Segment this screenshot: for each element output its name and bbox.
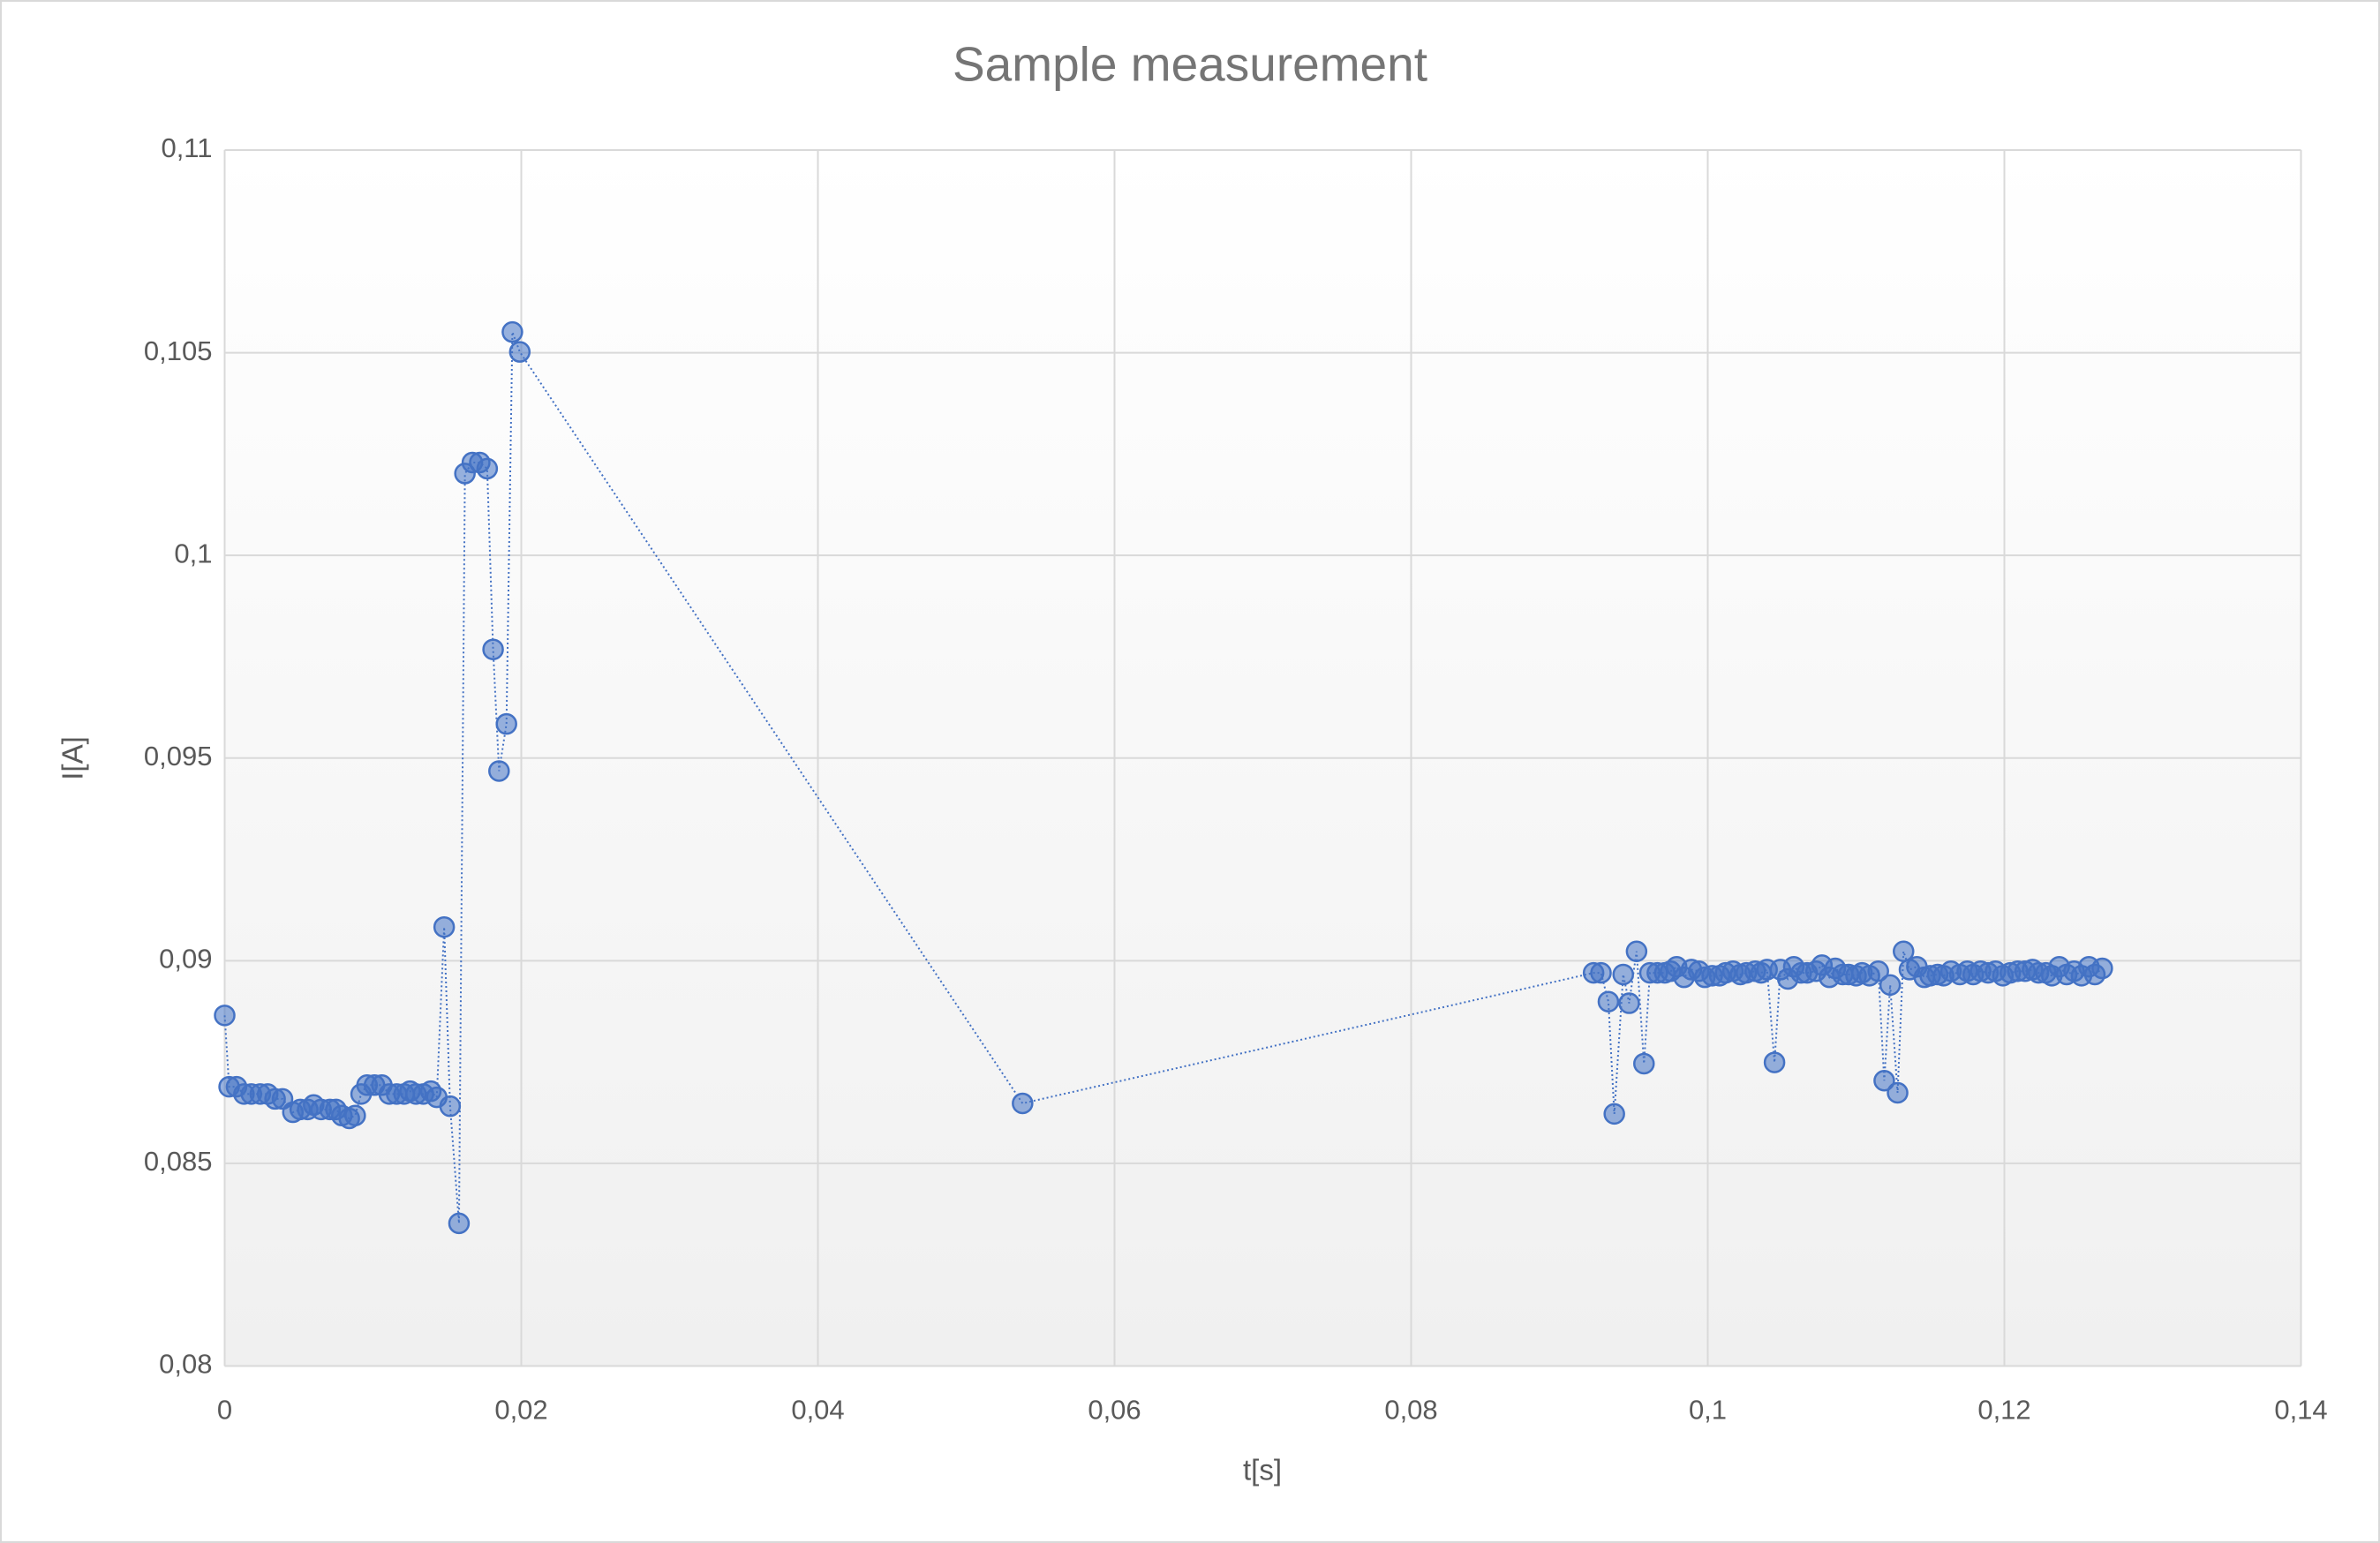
data-point: [1873, 1069, 1895, 1092]
data-point: [1597, 990, 1620, 1012]
x-tick-label: 0: [217, 1395, 232, 1426]
x-tick-label: 0,04: [791, 1395, 844, 1426]
data-point: [1590, 961, 1612, 984]
data-point: [448, 1212, 471, 1235]
y-axis-title: I[A]: [56, 736, 89, 780]
data-point: [1893, 940, 1915, 963]
y-tick-label: 0,085: [144, 1146, 213, 1177]
data-point: [495, 712, 517, 735]
y-tick-label: 0,11: [161, 132, 212, 163]
data-point: [1867, 960, 1889, 982]
x-axis-title: t[s]: [1243, 1454, 1282, 1487]
x-tick-label: 0,02: [494, 1395, 547, 1426]
data-point: [501, 320, 523, 343]
y-tick-label: 0,095: [144, 741, 213, 772]
x-tick-label: 0,1: [1689, 1395, 1727, 1426]
y-tick-label: 0,08: [159, 1349, 212, 1380]
data-point: [476, 457, 499, 480]
data-point: [1879, 974, 1902, 997]
x-tick-label: 0,06: [1088, 1395, 1141, 1426]
y-tick-label: 0,105: [144, 335, 213, 366]
data-point: [2091, 957, 2113, 980]
data-point: [1763, 1051, 1786, 1073]
data-point: [482, 638, 504, 660]
data-point: [1012, 1092, 1034, 1115]
x-tick-label: 0,12: [1977, 1395, 2030, 1426]
data-point: [439, 1095, 462, 1118]
data-point: [1618, 992, 1640, 1014]
data-point: [1625, 940, 1648, 963]
y-tick-label: 0,09: [159, 944, 212, 975]
x-tick-label: 0,14: [2274, 1395, 2327, 1426]
data-point: [344, 1104, 366, 1126]
data-point: [488, 760, 510, 782]
data-point: [1633, 1052, 1655, 1075]
x-tick-label: 0,08: [1384, 1395, 1437, 1426]
data-point: [508, 341, 531, 363]
data-point: [1612, 963, 1634, 986]
data-point: [1603, 1103, 1625, 1125]
data-point: [1887, 1081, 1909, 1104]
data-point: [433, 915, 456, 938]
data-point: [214, 1005, 236, 1027]
y-tick-label: 0,1: [174, 538, 212, 568]
chart-title: Sample measurement: [953, 37, 1427, 92]
